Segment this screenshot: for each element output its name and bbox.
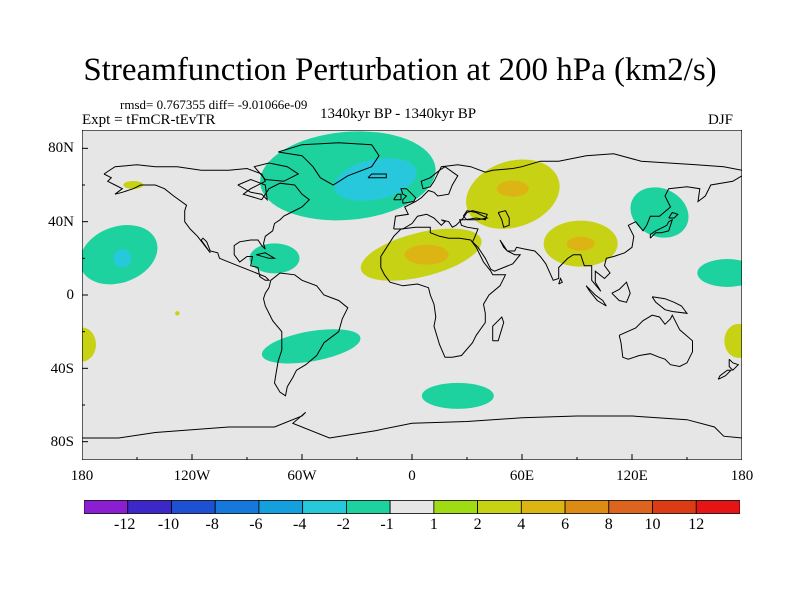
colorbar-swatch	[258, 500, 304, 514]
coastline-south-america	[262, 272, 349, 397]
coastline-iceland	[367, 173, 387, 179]
coastline-new-zealand-north	[728, 358, 740, 371]
anomaly-east-pacific-low	[697, 259, 742, 287]
colorbar-label: -8	[205, 516, 219, 533]
coastline-black-sea	[462, 210, 489, 221]
colorbar-swatch	[302, 500, 347, 514]
colorbar-label: -1	[380, 516, 394, 533]
colorbar-swatch	[84, 500, 129, 514]
colorbar-swatch	[345, 500, 391, 514]
anomaly-southwest-pacific-high	[724, 323, 742, 358]
coastline-north-america	[103, 164, 311, 281]
colorbar-swatch	[127, 500, 172, 514]
coastline-ireland	[393, 193, 402, 201]
lon-label: 0	[408, 468, 416, 484]
lon-label: 60W	[287, 468, 317, 484]
period-label: 1340kyr BP - 1340kyr BP	[320, 106, 477, 122]
coastline-madagascar	[492, 316, 505, 342]
colorbar-swatch	[564, 500, 610, 514]
coastline-baffin	[253, 162, 300, 182]
colorbar-label: 10	[644, 516, 661, 533]
colorbar-swatch	[214, 500, 260, 514]
colorbar-swatch	[389, 500, 435, 514]
coastline-australia	[618, 314, 693, 368]
colorbar-label: 2	[473, 516, 482, 533]
colorbar-swatch	[695, 500, 740, 514]
lat-label: 0	[66, 287, 75, 303]
coastline-caspian	[497, 210, 510, 228]
colorbar-swatch	[608, 500, 653, 514]
colorbar-label: 1	[429, 516, 438, 533]
anomaly-sahara-high-core	[404, 244, 449, 265]
season-label: DJF	[708, 112, 734, 128]
lat-label: 80N	[48, 140, 74, 156]
colorbar-swatch	[652, 500, 697, 514]
lat-label: 40S	[50, 361, 74, 377]
coastline-new-zealand-south	[717, 369, 733, 380]
experiment-label: Expt = tFmCR-tEvTR	[82, 112, 216, 128]
coastline-new-guinea	[651, 296, 689, 314]
lon-label: 120E	[616, 468, 648, 484]
statistics-text: rmsd= 0.767355 diff= -9.01066e-09	[120, 97, 308, 112]
coastline-eurasia	[393, 153, 742, 230]
colorbar-label: -2	[336, 516, 351, 533]
lat-label: 80S	[50, 434, 74, 450]
colorbar-swatch	[520, 500, 566, 514]
anomaly-tibet-high-core	[566, 236, 595, 251]
anomaly-pacific-low-core	[113, 249, 132, 268]
colorbar-label: -10	[157, 516, 180, 533]
anomaly-tropical-pacific-dot	[175, 311, 180, 316]
coastline-japan	[649, 218, 674, 239]
coastline-sumatra	[585, 285, 607, 307]
lon-label: 120W	[173, 468, 211, 484]
coastline-africa	[380, 226, 507, 358]
colorbar-label: 12	[688, 516, 705, 533]
coastline-eurasia-south	[393, 175, 742, 292]
lon-label: 180	[730, 468, 754, 484]
anomaly-southern-ocean-low	[421, 382, 494, 409]
world-map	[82, 130, 742, 460]
colorbar-swatch	[171, 500, 216, 514]
anomaly-south-pacific-high-edge	[82, 327, 96, 362]
lat-label: 40N	[48, 214, 74, 230]
coastline-greenland	[278, 142, 380, 186]
colorbar-label: -6	[249, 516, 263, 533]
coastline-uk	[400, 188, 417, 204]
anomaly-north-atlantic-low-core	[334, 158, 417, 201]
coastline-cuba	[256, 252, 277, 259]
colorbar-label: 8	[604, 516, 613, 533]
anomaly-siberian-high-core	[496, 180, 529, 197]
colorbar-label: -12	[114, 516, 136, 533]
coastline-borneo	[611, 281, 631, 303]
anomaly-west-pacific-low	[630, 187, 689, 238]
anomaly-south-america-low	[261, 329, 361, 364]
coastline-antarctica	[82, 411, 742, 439]
colorbar-swatch	[477, 500, 522, 514]
coastline-sri-lanka	[558, 277, 563, 285]
colorbar-label: -4	[293, 516, 307, 533]
lon-label: 180	[70, 468, 94, 484]
map-title: Streamfunction Perturbation at 200 hPa (…	[83, 52, 717, 88]
coastline-hokkaido	[668, 211, 679, 219]
colorbar	[84, 500, 740, 514]
anomaly-alaska-spot	[123, 181, 144, 189]
colorbar-label: 6	[561, 516, 570, 533]
colorbar-swatch	[433, 500, 478, 514]
coastline-hudson	[237, 178, 268, 202]
colorbar-label: 4	[517, 516, 526, 533]
lon-label: 60E	[509, 468, 535, 484]
